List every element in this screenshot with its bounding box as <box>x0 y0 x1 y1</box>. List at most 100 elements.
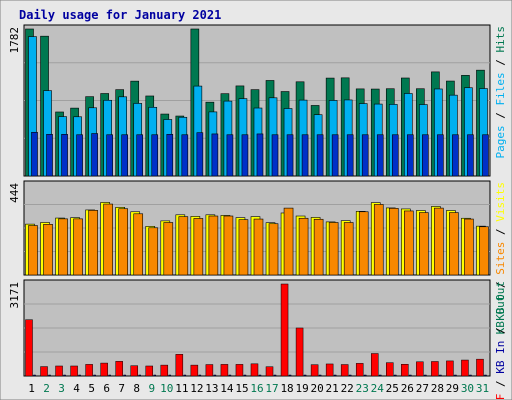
day-label-25: 25 <box>386 382 399 395</box>
bar-kb-in-day-3 <box>63 374 66 377</box>
bar-sites-day-10 <box>163 222 174 276</box>
bar-kb-f-day-20 <box>310 364 319 377</box>
day-label-24: 24 <box>371 382 385 395</box>
day-label-20: 20 <box>311 382 324 395</box>
bar-kb-in-day-30 <box>469 374 472 377</box>
bar-kb-f-day-30 <box>461 359 469 377</box>
bar-sites-day-3 <box>58 218 68 276</box>
bar-pages-day-25 <box>391 134 399 177</box>
day-label-1: 1 <box>28 382 35 395</box>
bar-kb-f-day-29 <box>446 360 454 377</box>
chart-title: Daily usage for January 2021 <box>19 8 221 22</box>
day-label-2: 2 <box>43 382 50 395</box>
bar-sites-day-14 <box>223 215 234 276</box>
bar-pages-day-19 <box>301 134 309 177</box>
bar-sites-day-4 <box>73 218 83 276</box>
bar-kb-in-day-11 <box>183 374 187 377</box>
day-label-8: 8 <box>133 382 140 395</box>
bar-kb-f-day-12 <box>190 364 199 377</box>
bar-kb-f-day-27 <box>416 361 424 377</box>
day-label-7: 7 <box>118 382 125 395</box>
panel-visits-max-label: 444 <box>8 183 21 203</box>
bar-sites-day-13 <box>208 215 219 276</box>
bar-pages-day-4 <box>76 134 83 177</box>
day-label-27: 27 <box>416 382 429 395</box>
bar-kb-in-day-21 <box>333 374 337 377</box>
bar-kb-in-day-2 <box>48 374 51 377</box>
side-label-hits-part: Pages <box>494 125 507 158</box>
bar-kb-f-day-21 <box>325 363 334 377</box>
bar-sites-day-18 <box>283 207 294 276</box>
bar-kb-f-day-18 <box>280 283 289 377</box>
bar-kb-f-day-9 <box>145 365 154 377</box>
day-label-21: 21 <box>326 382 339 395</box>
bar-kb-f-day-2 <box>40 366 48 377</box>
bar-pages-day-10 <box>166 134 174 177</box>
bar-kb-f-day-26 <box>401 363 409 377</box>
day-label-18: 18 <box>280 382 293 395</box>
day-label-5: 5 <box>88 382 95 395</box>
bar-sites-day-17 <box>268 223 279 276</box>
day-label-19: 19 <box>295 382 308 395</box>
bar-pages-day-9 <box>151 134 159 177</box>
bar-kb-f-day-16 <box>250 363 259 377</box>
side-label-hits-part: / <box>494 53 507 73</box>
bar-kb-in-day-6 <box>108 374 111 377</box>
side-label-visits-part: / <box>494 275 507 295</box>
bar-kb-in-day-18 <box>288 374 292 377</box>
side-label-hits: Pages / Files / Hits <box>494 26 507 159</box>
bar-kb-in-day-22 <box>348 374 352 377</box>
bar-kb-f-day-13 <box>205 364 214 377</box>
bar-kb-in-day-4 <box>78 374 81 377</box>
bar-kb-in-day-13 <box>213 374 217 377</box>
bar-pages-day-11 <box>181 134 189 177</box>
bar-sites-day-26 <box>404 210 414 276</box>
bar-pages-day-6 <box>106 134 113 177</box>
bar-kb-in-day-15 <box>243 374 247 377</box>
bar-pages-day-1 <box>31 131 38 177</box>
panel-hits: 1782 <box>8 24 491 177</box>
bar-pages-day-20 <box>316 134 324 177</box>
bar-pages-day-12 <box>196 132 204 177</box>
bar-kb-f-day-11 <box>175 354 184 377</box>
bar-kb-in-day-10 <box>168 374 172 377</box>
bar-kb-f-day-17 <box>265 366 274 377</box>
bar-kb-f-day-15 <box>235 364 244 377</box>
bar-kb-in-day-17 <box>273 374 277 377</box>
side-label-hits-part: / <box>494 106 507 126</box>
day-label-31: 31 <box>476 382 489 395</box>
side-label-kbf-part: KB F <box>494 394 507 400</box>
day-label-29: 29 <box>446 382 459 395</box>
bar-pages-day-8 <box>136 134 144 177</box>
bar-pages-day-14 <box>226 134 234 177</box>
bar-pages-day-29 <box>452 134 459 177</box>
bar-kb-f-day-4 <box>70 365 78 377</box>
day-label-23: 23 <box>356 382 369 395</box>
bar-sites-day-2 <box>43 224 53 276</box>
bar-sites-day-11 <box>178 216 189 276</box>
day-label-30: 30 <box>461 382 474 395</box>
bar-pages-day-17 <box>271 134 279 177</box>
bar-kb-in-day-31 <box>484 374 487 377</box>
bar-pages-day-7 <box>121 134 128 177</box>
bar-sites-day-6 <box>103 203 113 276</box>
day-label-28: 28 <box>431 382 444 395</box>
side-label-visits-part: Sites <box>494 242 507 275</box>
side-label-kbf: KB F / KB In / KB Out <box>494 281 507 400</box>
panel-kbf: 3171 <box>8 279 491 377</box>
side-label-hits-part: Files <box>494 72 507 105</box>
bar-kb-f-day-25 <box>386 362 394 377</box>
day-label-15: 15 <box>235 382 248 395</box>
bar-kb-f-day-28 <box>431 361 439 377</box>
bar-sites-day-29 <box>449 212 459 276</box>
bar-pages-day-18 <box>286 134 294 177</box>
day-label-13: 13 <box>205 382 218 395</box>
bar-pages-day-21 <box>331 134 339 177</box>
bar-pages-day-24 <box>376 134 384 177</box>
day-label-11: 11 <box>175 382 188 395</box>
bar-kb-in-day-1 <box>33 374 36 377</box>
bar-kb-f-day-10 <box>160 364 169 377</box>
bar-sites-day-8 <box>133 213 144 276</box>
bar-kb-f-day-3 <box>55 365 63 377</box>
